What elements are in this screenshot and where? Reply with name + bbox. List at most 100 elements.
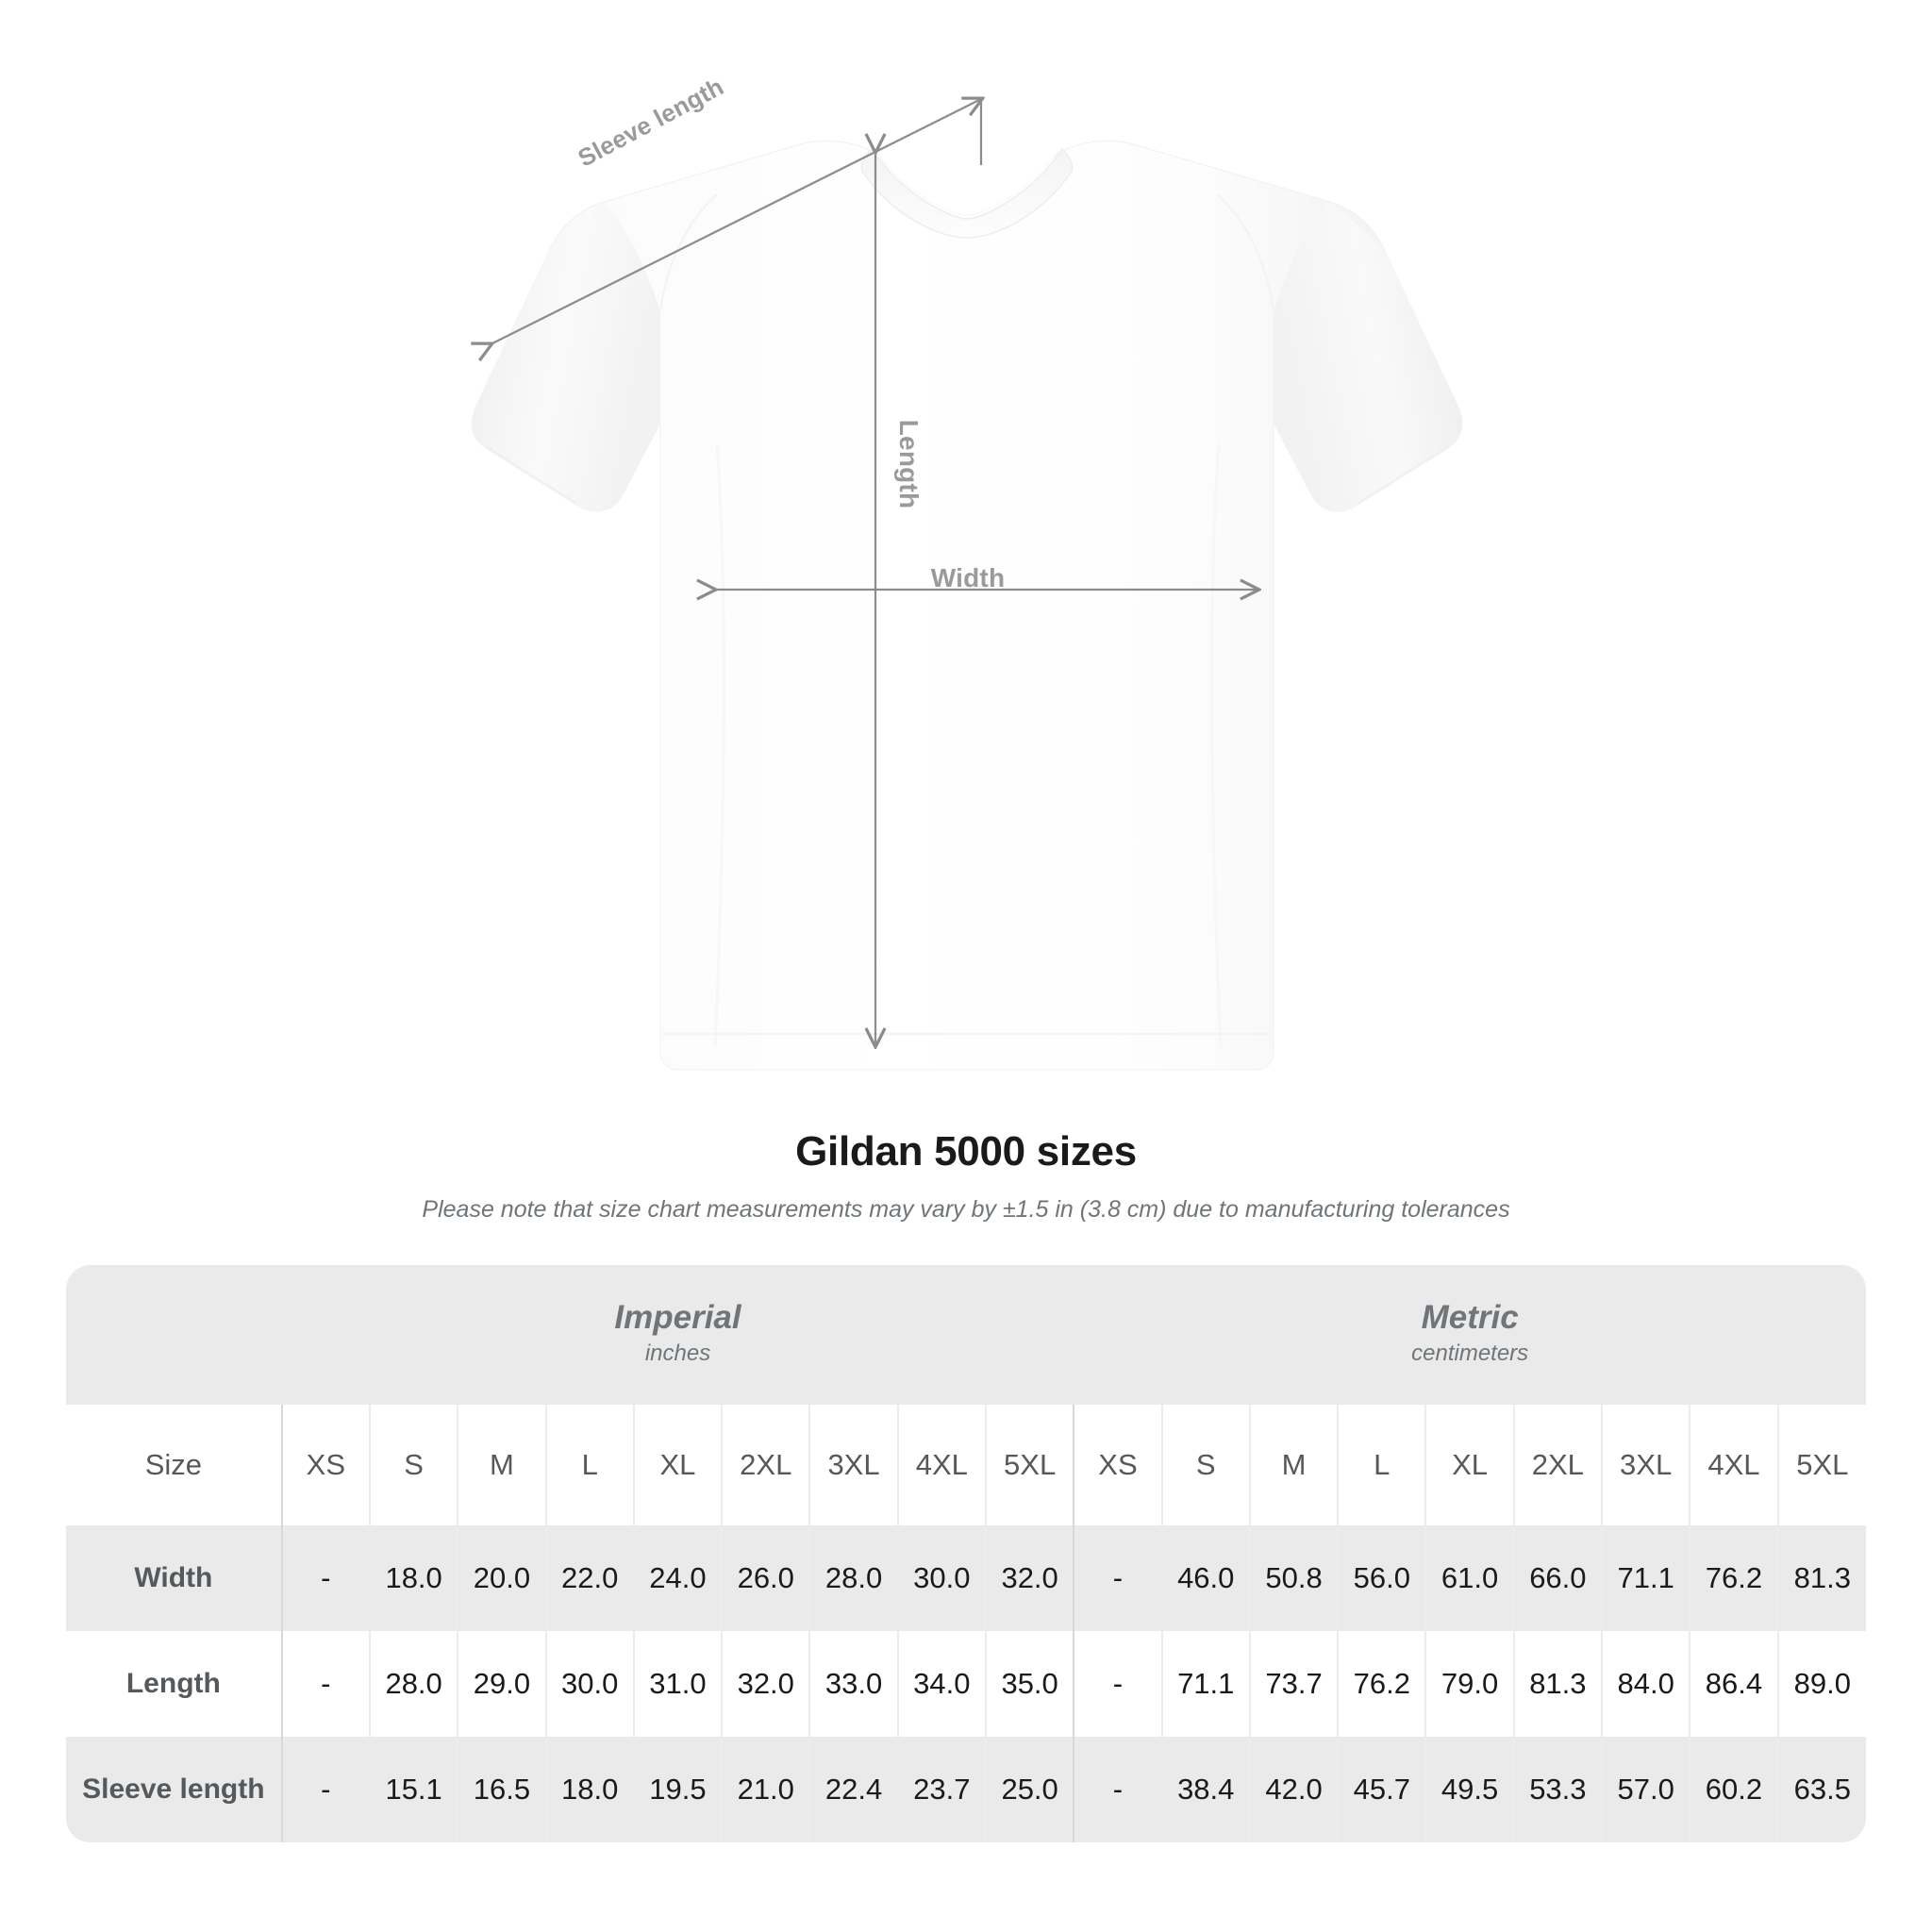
cell-width-imperial-5XL: 32.0 (984, 1525, 1074, 1631)
size-header-metric-5XL: 5XL (1776, 1405, 1866, 1525)
unit-group-imperial-name: Imperial (614, 1298, 741, 1336)
unit-group-imperial: Imperial inches (281, 1265, 1074, 1405)
size-header-imperial-M: M (457, 1405, 546, 1525)
cell-sleeve-metric-3XL: 57.0 (1600, 1737, 1690, 1842)
cell-sleeve-metric-S: 38.4 (1160, 1737, 1250, 1842)
table-row: Sleeve length - 15.1 16.5 18.0 19.5 21.0… (66, 1737, 1866, 1842)
size-table: Imperial inches Metric centimeters Size … (66, 1265, 1866, 1842)
cell-width-imperial-2XL: 26.0 (721, 1525, 810, 1631)
cell-sleeve-imperial-S: 15.1 (368, 1737, 458, 1842)
cell-length-imperial-S: 28.0 (368, 1631, 458, 1737)
size-header-imperial-XS: XS (280, 1405, 370, 1525)
cell-width-imperial-S: 18.0 (368, 1525, 458, 1631)
cell-length-imperial-L: 30.0 (544, 1631, 634, 1737)
cell-width-metric-2XL: 66.0 (1512, 1525, 1602, 1631)
unit-group-metric: Metric centimeters (1074, 1265, 1866, 1405)
length-annotation-label: Length (894, 419, 924, 509)
cell-length-imperial-XL: 31.0 (632, 1631, 723, 1737)
tolerance-note: Please note that size chart measurements… (422, 1196, 1510, 1223)
table-row: Width - 18.0 20.0 22.0 24.0 26.0 28.0 30… (66, 1525, 1866, 1631)
cell-width-imperial-M: 20.0 (457, 1525, 546, 1631)
size-header-metric-4XL: 4XL (1689, 1405, 1778, 1525)
cell-length-imperial-2XL: 32.0 (721, 1631, 810, 1737)
size-header-metric-M: M (1248, 1405, 1339, 1525)
size-table-wrapper: Imperial inches Metric centimeters Size … (66, 1265, 1866, 1842)
cell-length-metric-3XL: 84.0 (1600, 1631, 1690, 1737)
cell-width-imperial-L: 22.0 (544, 1525, 634, 1631)
cell-sleeve-imperial-XS: - (280, 1737, 370, 1842)
size-header-row: Size XS S M L XL 2XL 3XL 4XL 5XL XS S M … (66, 1405, 1866, 1525)
size-header-metric-3XL: 3XL (1600, 1405, 1690, 1525)
cell-length-imperial-4XL: 34.0 (896, 1631, 986, 1737)
measurement-lines (491, 99, 1257, 1045)
cell-width-metric-L: 56.0 (1337, 1525, 1426, 1631)
size-header-imperial-5XL: 5XL (984, 1405, 1074, 1525)
size-header-imperial-2XL: 2XL (721, 1405, 810, 1525)
sleeve-length-arrow (491, 99, 981, 344)
size-header-metric-XL: XL (1424, 1405, 1514, 1525)
cell-length-metric-XS: - (1073, 1631, 1162, 1737)
size-header-imperial-S: S (368, 1405, 458, 1525)
cell-sleeve-imperial-4XL: 23.7 (896, 1737, 986, 1842)
cell-width-metric-5XL: 81.3 (1776, 1525, 1866, 1631)
cell-width-metric-S: 46.0 (1160, 1525, 1250, 1631)
cell-width-imperial-3XL: 28.0 (808, 1525, 898, 1631)
cell-length-metric-2XL: 81.3 (1512, 1631, 1602, 1737)
cell-sleeve-imperial-XL: 19.5 (632, 1737, 723, 1842)
tshirt-shape (471, 140, 1463, 1071)
cell-length-metric-M: 73.7 (1248, 1631, 1339, 1737)
cell-width-metric-3XL: 71.1 (1600, 1525, 1690, 1631)
chart-heading: Gildan 5000 sizes Please note that size … (0, 1123, 1932, 1224)
cell-width-metric-XL: 61.0 (1424, 1525, 1514, 1631)
cell-sleeve-metric-M: 42.0 (1248, 1737, 1339, 1842)
cell-length-imperial-5XL: 35.0 (984, 1631, 1074, 1737)
page-title: Gildan 5000 sizes (795, 1128, 1137, 1174)
cell-width-metric-4XL: 76.2 (1689, 1525, 1778, 1631)
cell-length-imperial-3XL: 33.0 (808, 1631, 898, 1737)
size-header-imperial-3XL: 3XL (808, 1405, 898, 1525)
unit-group-metric-name: Metric (1421, 1298, 1519, 1336)
table-row: Length - 28.0 29.0 30.0 31.0 32.0 33.0 3… (66, 1631, 1866, 1737)
size-header-metric-XS: XS (1073, 1405, 1162, 1525)
size-header-label: Size (66, 1405, 282, 1525)
tshirt-illustration (0, 0, 1463, 1071)
size-header-metric-L: L (1337, 1405, 1426, 1525)
row-label-length: Length (66, 1631, 282, 1737)
size-header-metric-S: S (1160, 1405, 1250, 1525)
cell-sleeve-imperial-5XL: 25.0 (984, 1737, 1074, 1842)
cell-length-imperial-XS: - (280, 1631, 370, 1737)
cell-sleeve-imperial-3XL: 22.4 (808, 1737, 898, 1842)
cell-length-metric-L: 76.2 (1337, 1631, 1426, 1737)
size-header-metric-2XL: 2XL (1512, 1405, 1602, 1525)
size-header-imperial-L: L (544, 1405, 634, 1525)
row-label-width: Width (66, 1525, 282, 1631)
unit-row-blank-cell (66, 1265, 282, 1405)
cell-width-metric-XS: - (1073, 1525, 1162, 1631)
cell-length-metric-XL: 79.0 (1424, 1631, 1514, 1737)
cell-length-imperial-M: 29.0 (457, 1631, 546, 1737)
cell-width-imperial-XS: - (280, 1525, 370, 1631)
cell-width-metric-M: 50.8 (1248, 1525, 1339, 1631)
row-label-sleeve-length: Sleeve length (66, 1737, 282, 1842)
cell-sleeve-imperial-M: 16.5 (457, 1737, 546, 1842)
unit-group-imperial-sub: inches (644, 1341, 711, 1367)
cell-sleeve-metric-5XL: 63.5 (1776, 1737, 1866, 1842)
cell-sleeve-imperial-L: 18.0 (544, 1737, 634, 1842)
cell-sleeve-metric-4XL: 60.2 (1689, 1737, 1778, 1842)
width-annotation-label: Width (930, 563, 1006, 592)
cell-sleeve-metric-XS: - (1073, 1737, 1162, 1842)
cell-sleeve-metric-2XL: 53.3 (1512, 1737, 1602, 1842)
cell-sleeve-metric-L: 45.7 (1337, 1737, 1426, 1842)
unit-header-row: Imperial inches Metric centimeters (66, 1265, 1866, 1405)
size-header-imperial-XL: XL (632, 1405, 723, 1525)
size-header-imperial-4XL: 4XL (896, 1405, 986, 1525)
cell-sleeve-metric-XL: 49.5 (1424, 1737, 1514, 1842)
unit-group-metric-sub: centimeters (1411, 1341, 1529, 1367)
cell-length-metric-5XL: 89.0 (1776, 1631, 1866, 1737)
cell-sleeve-imperial-2XL: 21.0 (721, 1737, 810, 1842)
tshirt-diagram: Sleeve length Length Width (0, 0, 1463, 1071)
cell-length-metric-4XL: 86.4 (1689, 1631, 1778, 1737)
cell-width-imperial-4XL: 30.0 (896, 1525, 986, 1631)
cell-length-metric-S: 71.1 (1160, 1631, 1250, 1737)
cell-width-imperial-XL: 24.0 (632, 1525, 723, 1631)
